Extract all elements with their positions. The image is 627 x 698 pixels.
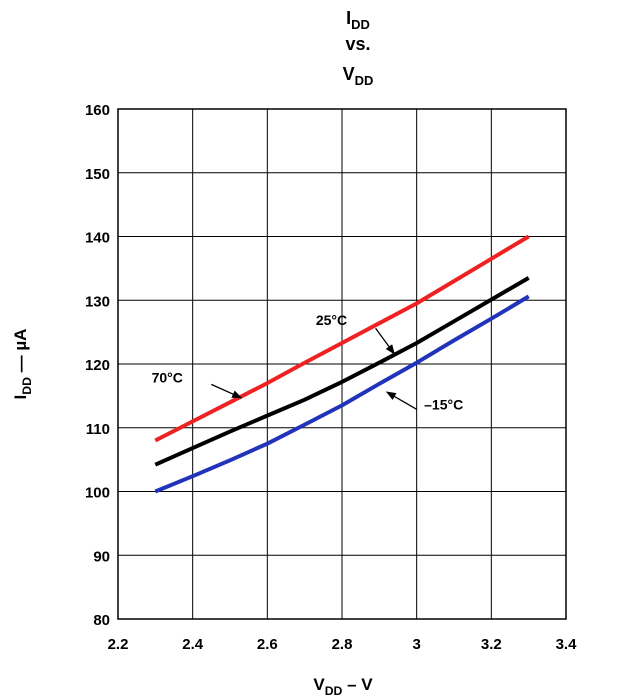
x-tick-label: 3 — [412, 636, 420, 653]
y-tick-label: 120 — [85, 357, 110, 374]
series-line — [154, 276, 530, 467]
x-tick-label: 2.6 — [257, 636, 278, 653]
x-tick-label: 2.4 — [182, 636, 204, 653]
annotation-label: 70°C — [152, 369, 183, 385]
grid-lines — [117, 108, 567, 620]
y-tick-label: 160 — [85, 102, 110, 119]
series-line — [154, 294, 530, 494]
tick-labels: 2.2 2.4 2.6 2.8 3 3.2 3.4 80 90 100 110 120 130 140 15… — [85, 102, 577, 653]
y-tick-label: 130 — [85, 293, 110, 310]
annotations: 70°C 25°C –15°C — [152, 312, 464, 412]
title-line: VDD — [343, 64, 374, 88]
x-axis-label: VDD – V — [313, 675, 373, 698]
annotation-arrow — [375, 327, 395, 355]
y-tick-label: 140 — [85, 230, 110, 247]
annotation-arrow — [211, 383, 243, 399]
y-tick-label: 100 — [85, 485, 110, 502]
x-tick-label: 2.8 — [332, 636, 353, 653]
x-tick-label: 3.2 — [481, 636, 502, 653]
annotation-label: 25°C — [316, 312, 347, 328]
y-tick-label: 80 — [93, 612, 110, 629]
title-line: IDD — [346, 8, 370, 32]
plot-frame — [117, 108, 567, 620]
y-tick-label: 90 — [93, 548, 110, 565]
annotation-label: –15°C — [424, 396, 463, 412]
annotation-arrow — [385, 391, 417, 410]
x-tick-label: 2.2 — [108, 636, 129, 653]
series-lines — [154, 234, 530, 494]
y-tick-label: 110 — [86, 421, 110, 438]
y-tick-label: 150 — [85, 166, 110, 183]
axis-labels: VDD – V IDD — µA — [11, 329, 373, 698]
x-tick-label: 3.4 — [556, 636, 578, 653]
series-line — [154, 234, 530, 443]
title-line: vs. — [345, 34, 370, 54]
y-axis-label: IDD — µA — [11, 329, 34, 400]
